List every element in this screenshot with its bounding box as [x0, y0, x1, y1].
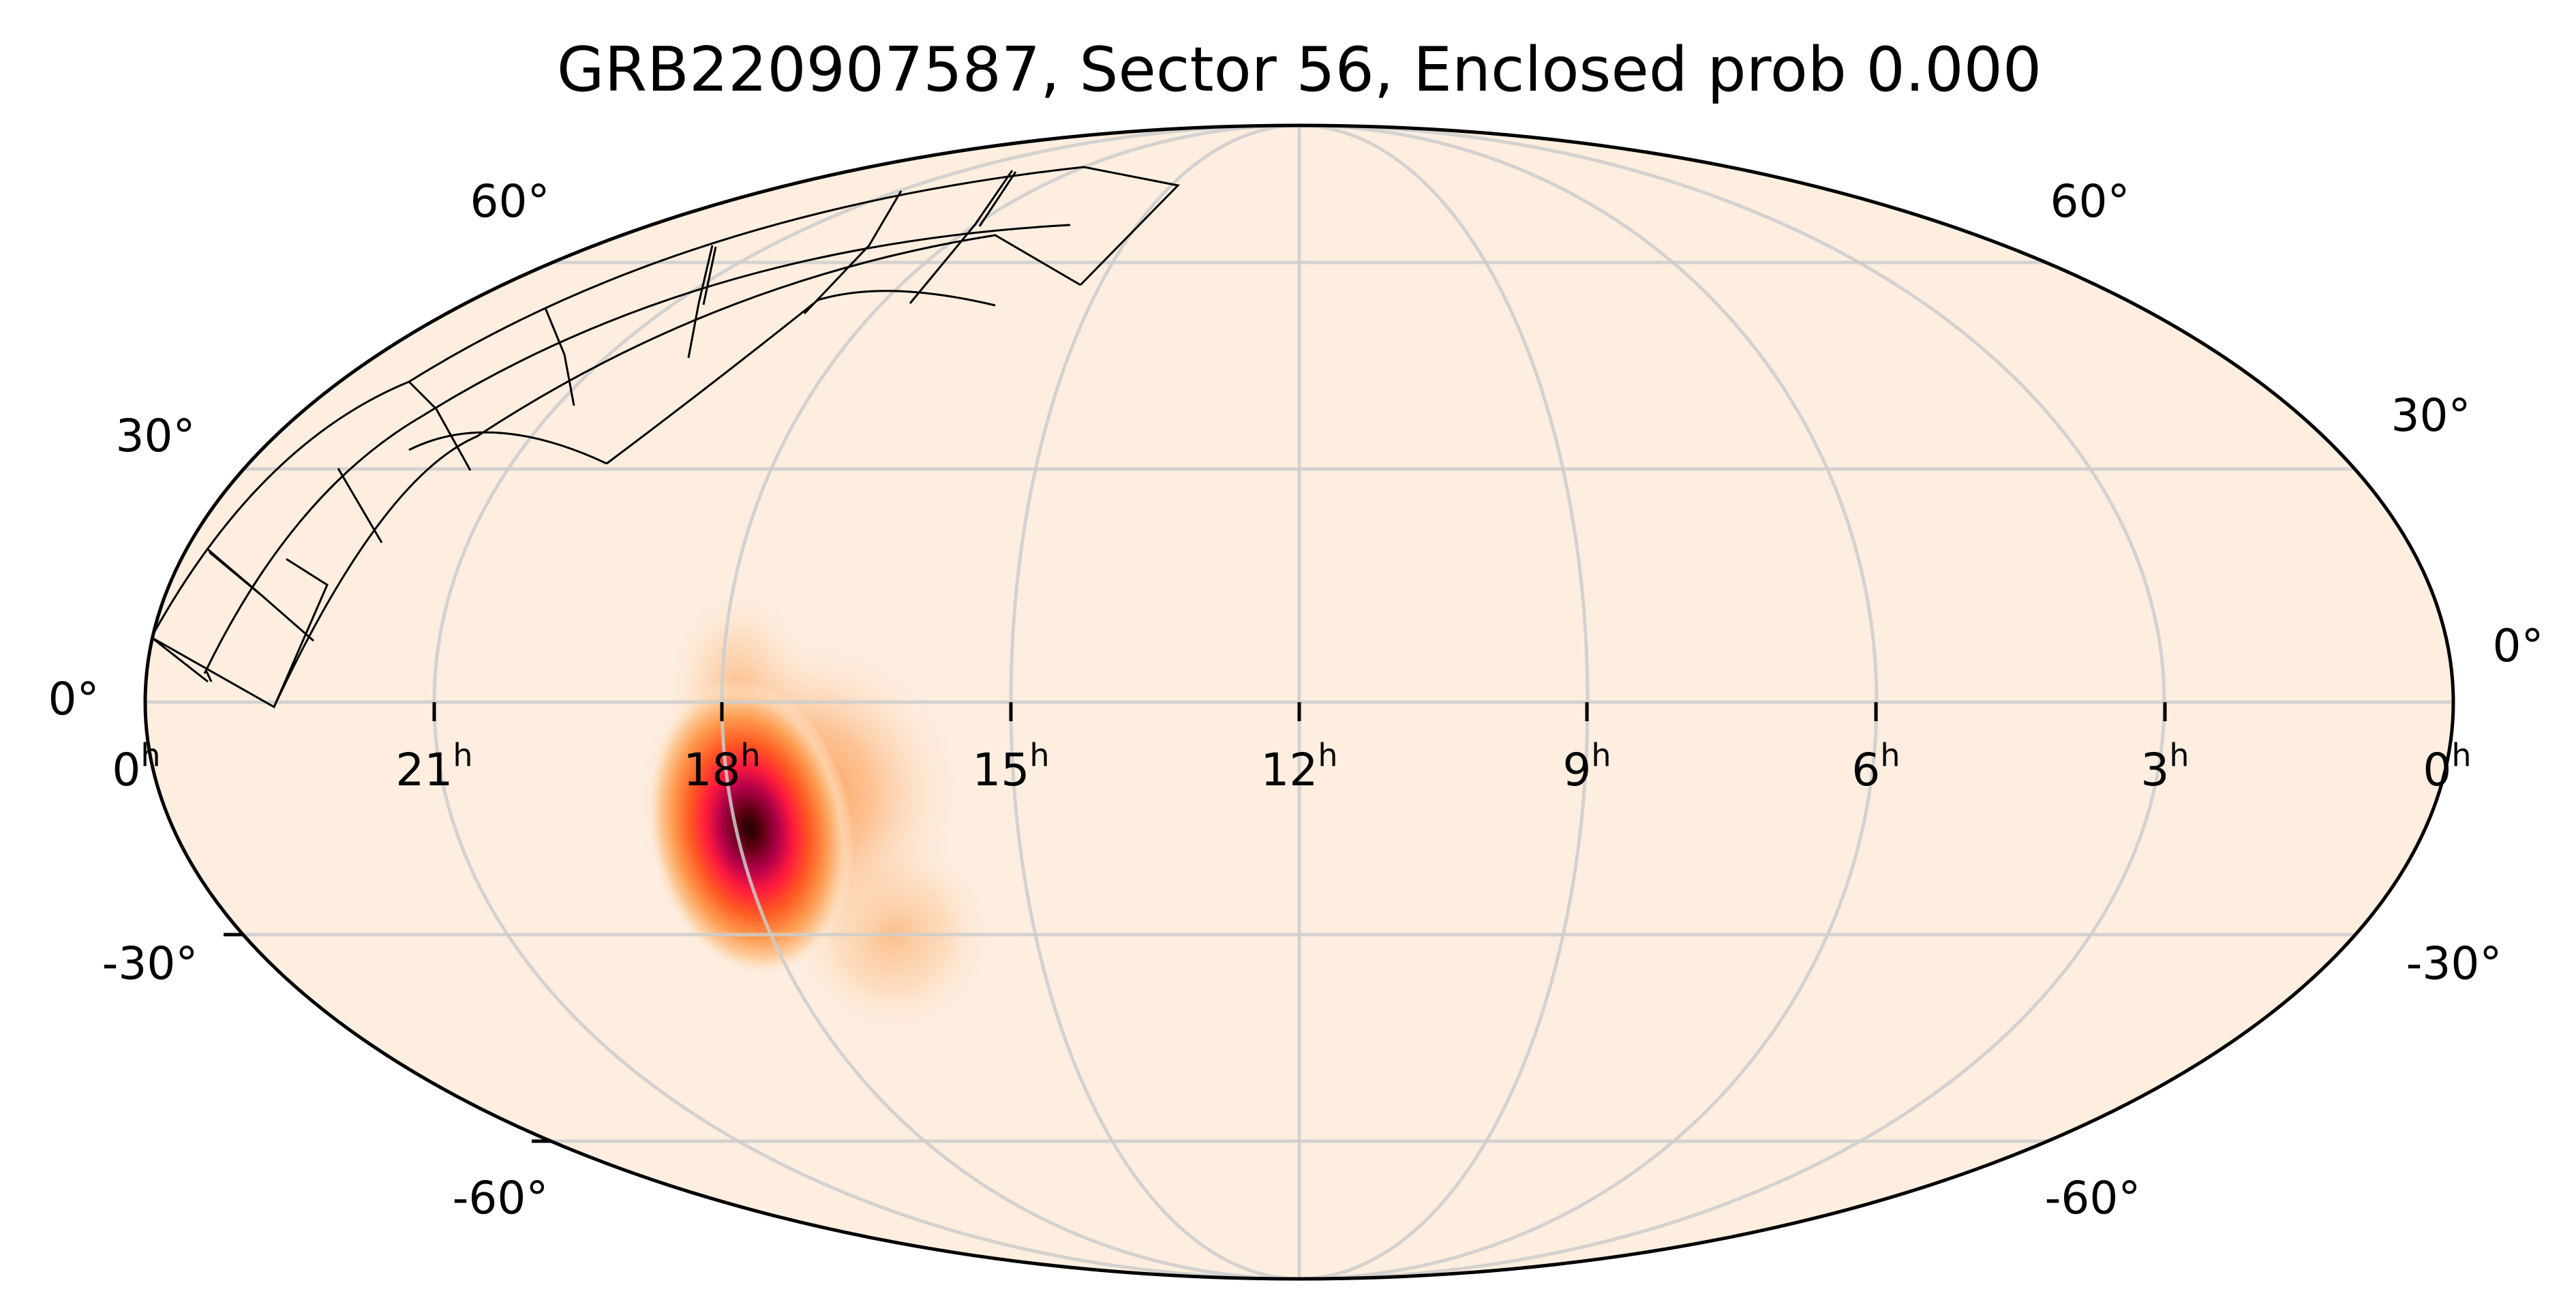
dec-ticks — [224, 933, 551, 1143]
prob-blob-core — [646, 679, 854, 978]
dec-label-right-m60: -60° — [2045, 1172, 2141, 1224]
ra-label-15h: 15h — [972, 737, 1049, 796]
dec-label-right-m30: -30° — [2406, 937, 2502, 990]
dec-label-left-0: 0° — [48, 673, 100, 725]
dec-labels-right: 60° 30° 0° -30° -60° — [2045, 175, 2544, 1224]
ra-label-6h: 6h — [1851, 737, 1900, 796]
dec-label-right-60: 60° — [2050, 175, 2130, 228]
sky-border — [143, 123, 2455, 1281]
dec-label-left-m60: -60° — [453, 1172, 549, 1224]
ra-ticks — [432, 702, 2167, 721]
ra-label-12h: 12h — [1260, 737, 1337, 796]
dec-label-right-0: 0° — [2493, 620, 2544, 672]
ra-label-18h: 18h — [683, 737, 760, 796]
ra-tick-labels: 0h 21h 18h 15h 12h 9h 6h 3h 0h — [112, 737, 2471, 796]
dec-label-left-m30: -30° — [102, 937, 198, 990]
ra-label-3h: 3h — [2140, 737, 2189, 796]
ra-label-9h: 9h — [1562, 737, 1611, 796]
ra-label-21h: 21h — [395, 737, 472, 796]
dec-label-left-30: 30° — [116, 410, 196, 462]
chart-title: GRB220907587, Sector 56, Enclosed prob 0… — [557, 34, 2042, 106]
dec-label-left-60: 60° — [470, 175, 550, 228]
tess-footprint — [150, 166, 2431, 709]
dec-labels-left: 60° 30° 0° -30° -60° — [48, 175, 550, 1224]
ra-label-0h-right: 0h — [2423, 737, 2471, 796]
ra-label-0h-left: 0h — [112, 737, 160, 796]
dec-label-right-30: 30° — [2391, 389, 2471, 442]
